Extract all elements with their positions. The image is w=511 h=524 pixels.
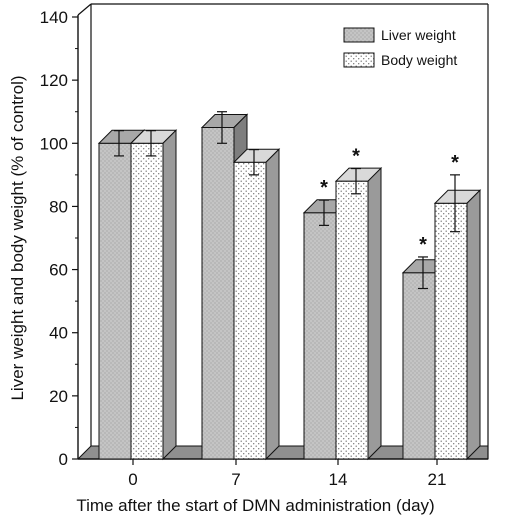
y-axis-title: Liver weight and body weight (% of contr… <box>8 75 27 400</box>
y-tick-label: 60 <box>49 261 68 280</box>
bar-body-21: * <box>433 152 482 461</box>
x-tick-label: 21 <box>428 470 447 489</box>
bar-body-0 <box>129 129 178 461</box>
x-tick-label: 7 <box>231 470 240 489</box>
significance-asterisk: * <box>320 177 328 199</box>
bar-front <box>130 142 164 460</box>
bar-side <box>466 189 481 461</box>
x-axis-title: Time after the start of DMN administrati… <box>76 496 435 515</box>
legend-swatch <box>343 27 375 43</box>
y-tick-label: 120 <box>40 71 68 90</box>
significance-asterisk: * <box>352 146 360 168</box>
axis-corner-line <box>77 3 92 16</box>
legend-label: Liver weight <box>381 27 456 43</box>
legend: Liver weight Body weight <box>343 27 457 68</box>
y-tick-label: 140 <box>40 8 68 27</box>
y-tick-label: 40 <box>49 324 68 343</box>
bar-body-7 <box>232 148 281 461</box>
bars: * * * * <box>97 111 482 461</box>
bar-side <box>367 166 382 461</box>
bar-front <box>233 161 267 460</box>
significance-asterisk: * <box>451 152 459 174</box>
bar-front <box>434 202 468 460</box>
y-axis-title-text: Liver weight and body weight (% of contr… <box>8 75 27 400</box>
bar-front <box>335 180 369 460</box>
bar-front <box>402 272 436 460</box>
legend-label: Body weight <box>381 52 457 68</box>
bar-side <box>265 148 280 461</box>
y-tick-label: 100 <box>40 134 68 153</box>
bar-front <box>303 212 337 460</box>
y-tick-label: 0 <box>59 450 68 469</box>
bar-body-14: * <box>334 146 383 461</box>
x-tick-label: 0 <box>128 470 137 489</box>
axes: 0 20 40 60 80 100 120 140 0 7 14 21 <box>40 3 489 489</box>
legend-swatch <box>343 52 375 68</box>
y-tick-label: 80 <box>49 197 68 216</box>
y-tick-label: 20 <box>49 387 68 406</box>
bar-front <box>201 127 235 460</box>
bar-front <box>98 142 132 460</box>
bar-side <box>162 129 177 461</box>
significance-asterisk: * <box>419 234 427 256</box>
x-tick-label: 14 <box>329 470 348 489</box>
